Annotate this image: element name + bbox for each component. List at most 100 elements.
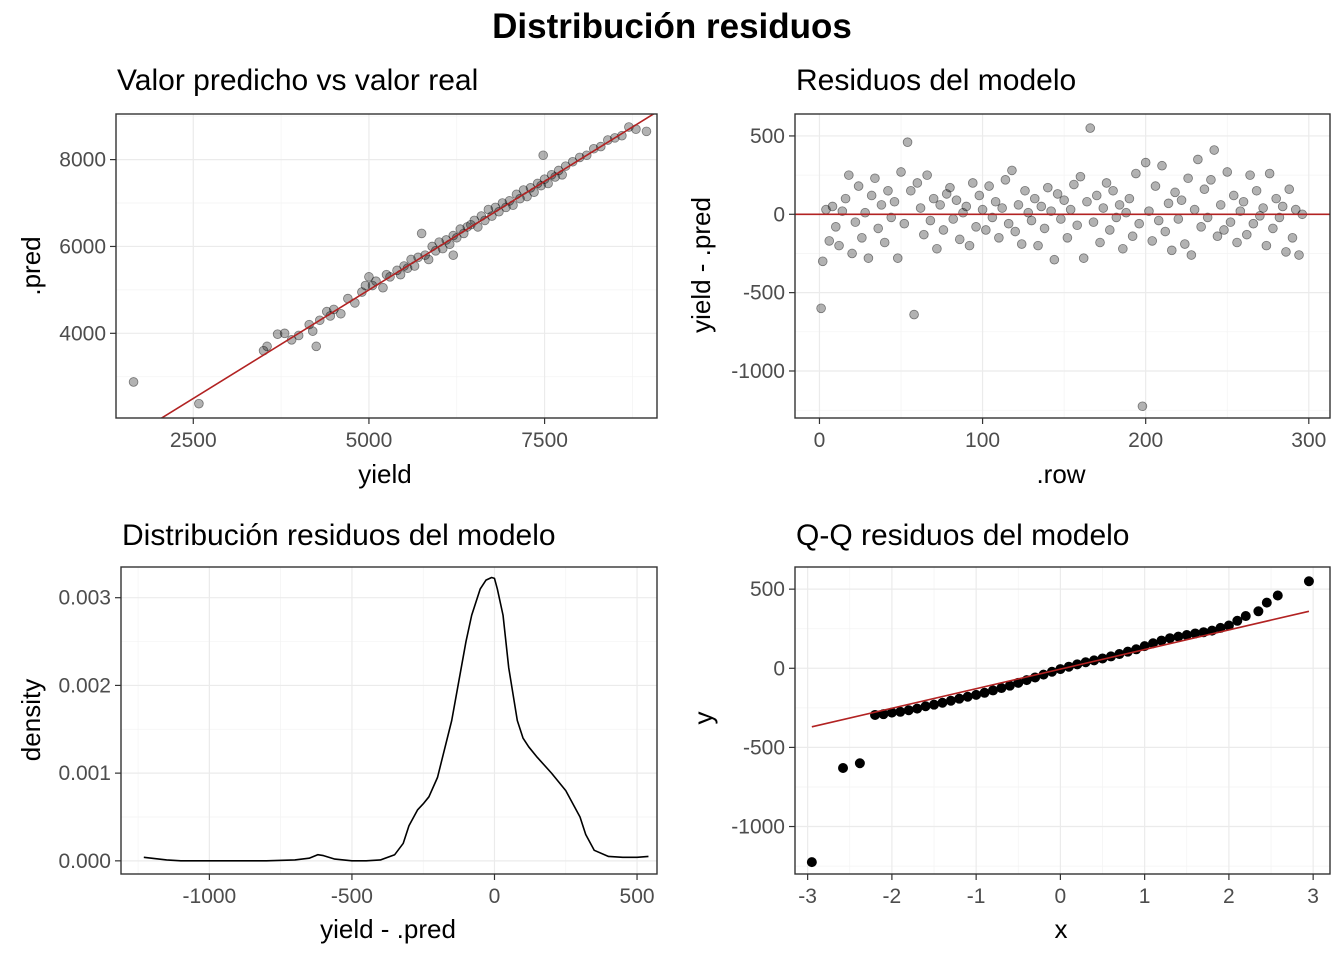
data-point [1026,215,1037,226]
y-tick-label: 4000 [59,322,106,345]
data-point [1238,196,1249,207]
data-point [1232,237,1242,248]
data-point [1039,223,1050,234]
data-point [1219,225,1229,235]
density-curve [143,576,649,862]
data-point [879,237,890,248]
data-point [1222,167,1233,177]
data-point [279,328,290,339]
data-point [1144,206,1154,216]
y-axis-label: y [688,712,718,725]
data-point [1170,187,1180,198]
data-point [925,215,936,226]
y-tick-label: -500 [743,736,785,759]
data-point [892,253,903,263]
plot-area: 0 100 200 300 -1000 -500 0 500 [731,113,1331,452]
data-point [1085,123,1096,133]
panel-title: Q-Q residuos del modelo [796,519,1130,552]
y-axis-label: density [16,679,46,761]
data-point [912,178,923,188]
reference-line [160,114,656,418]
panel-title: Valor predicho vs valor real [117,64,478,97]
data-point [1193,154,1203,165]
data-point [1272,590,1283,601]
data-point [987,685,998,696]
y-tick-label: 8000 [59,149,106,172]
plot-background [116,114,657,418]
data-point [863,253,874,263]
data-point [1004,680,1015,691]
data-point [1078,253,1089,263]
x-tick-label: -500 [331,885,373,908]
data-point [423,254,434,265]
data-point [961,201,972,212]
marks [795,123,1330,412]
data-point [903,705,914,716]
y-tick-label: 500 [750,578,785,601]
data-point [920,701,931,712]
data-point [1251,185,1262,196]
data-point [945,695,956,706]
data-point [1046,206,1056,216]
data-point [840,193,851,204]
data-point [830,222,841,232]
data-point [1131,168,1141,179]
data-point [1232,615,1243,626]
data-point [360,280,371,291]
plot-background [795,114,1330,418]
figure-title: Distribución residuos [492,7,852,46]
data-point [1157,160,1167,171]
data-point [1091,190,1102,201]
data-point [1180,239,1190,249]
data-point [307,326,318,336]
data-point [483,204,494,215]
data-point [977,204,988,215]
x-tick-label: 100 [965,429,1000,452]
panel-title: Residuos del modelo [796,64,1076,97]
data-point [1065,204,1076,215]
data-point [1153,215,1164,226]
data-point [1202,212,1213,223]
data-point [1105,225,1115,235]
data-point [1160,226,1171,237]
data-point [902,137,913,148]
data-point [1228,190,1239,201]
data-point [1072,220,1082,231]
reference-line [811,610,1310,728]
data-point [364,272,374,282]
x-axis-label: yield [358,459,411,489]
data-point [954,234,965,245]
y-axis-label: .pred [16,236,46,295]
data-point [1118,243,1128,254]
data-point [1137,401,1148,412]
plot-frame [120,566,658,875]
data-point [1186,250,1197,260]
data-point [1303,576,1314,587]
data-point [886,212,897,223]
data-point [860,207,870,218]
data-point [1043,182,1053,193]
y-tick-label: 0 [773,203,785,226]
data-point [929,699,940,710]
plot-background [795,567,1330,874]
plot-frame [115,113,658,419]
data-point [1038,669,1049,680]
data-point [854,758,865,769]
data-point [1124,193,1135,204]
data-point [838,762,849,773]
x-tick-label: -1 [967,885,986,908]
data-point [1062,232,1073,243]
x-axis-label: x [1055,914,1068,944]
plot-frame [794,566,1331,875]
data-point [1036,201,1047,212]
data-point [827,201,838,212]
data-point [997,203,1007,213]
x-tick-label: 0 [814,429,826,452]
data-point [941,189,952,199]
data-point [1007,165,1017,176]
data-point [857,232,867,243]
data-point [954,693,965,704]
data-point [967,178,978,188]
data-point [1284,184,1295,195]
